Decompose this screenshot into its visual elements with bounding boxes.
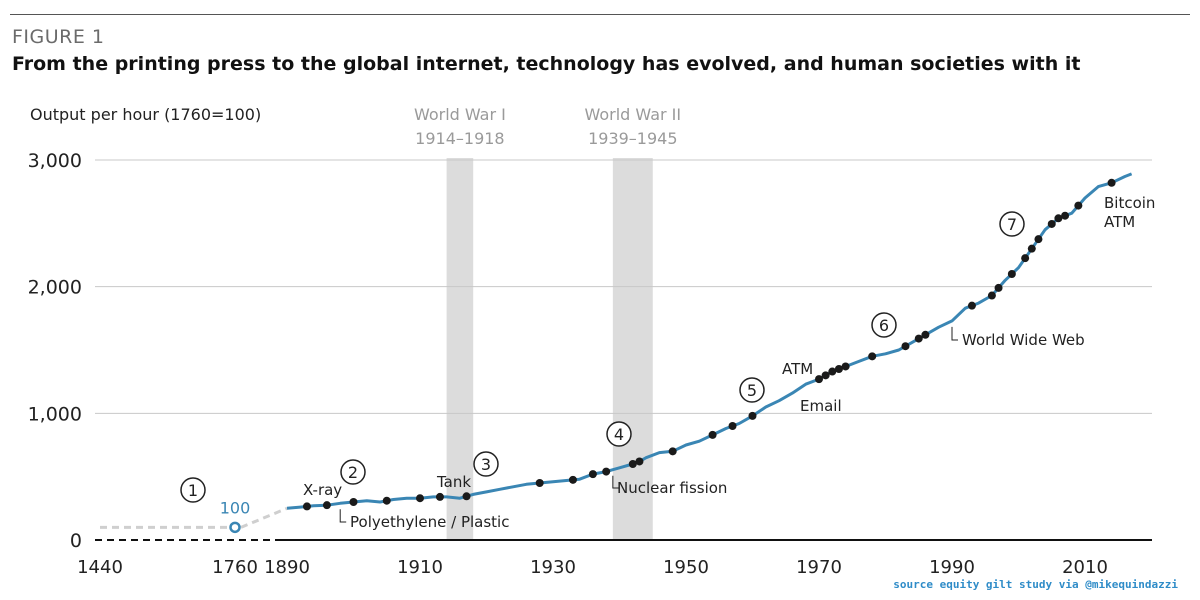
figure-label: FIGURE 1 <box>12 26 105 48</box>
series-marker <box>568 475 577 484</box>
series-marker <box>868 352 877 361</box>
top-rule <box>10 14 1190 15</box>
series-marker <box>1007 270 1016 278</box>
x-tick-label: 1910 <box>397 557 443 578</box>
figure-title: From the printing press to the global in… <box>12 53 1081 75</box>
series-marker <box>821 371 830 380</box>
war-band-range: 1939–1945 <box>588 129 677 148</box>
annotation-bitcoin-atm: ATM <box>1104 213 1135 231</box>
annotation-bracket <box>612 475 619 489</box>
series-marker <box>349 498 358 506</box>
series-marker <box>535 479 544 487</box>
x-tick-label: 1930 <box>530 557 576 578</box>
point-1760-label: 100 <box>220 498 251 517</box>
series-marker <box>322 501 331 510</box>
series-marker <box>994 283 1003 292</box>
series-marker <box>628 460 637 468</box>
y-tick-label: 1,000 <box>28 403 82 425</box>
x-tick-label: 1990 <box>929 557 975 578</box>
x-tick-label: 1950 <box>663 557 709 578</box>
series-marker <box>635 457 644 466</box>
x-tick-label: 1890 <box>264 557 310 578</box>
annotation-bitcoin: Bitcoin <box>1104 194 1155 212</box>
war-band-label: World War II <box>584 105 681 124</box>
y-tick-label: 2,000 <box>28 277 82 299</box>
series-marker <box>302 502 311 511</box>
numbered-marker-label: 6 <box>879 316 889 335</box>
series-marker <box>1061 211 1070 220</box>
series-marker <box>602 467 611 476</box>
series-marker <box>668 447 677 456</box>
series-marker <box>728 422 737 430</box>
numbered-marker-label: 5 <box>747 381 757 400</box>
series-marker <box>708 430 717 439</box>
series-marker <box>967 301 976 310</box>
y-axis-label: Output per hour (1760=100) <box>30 105 261 124</box>
numbered-marker-label: 2 <box>348 463 358 482</box>
pre-series-rise <box>240 506 288 529</box>
numbered-marker-circle <box>180 477 206 503</box>
numbered-marker-label: 4 <box>614 425 624 444</box>
series-marker <box>914 334 923 343</box>
y-tick-label: 0 <box>70 530 82 552</box>
series-marker <box>1047 219 1056 228</box>
numbered-marker-label: 7 <box>1007 215 1017 234</box>
series-marker <box>1107 178 1116 187</box>
war-band-label: World War I <box>414 105 506 124</box>
annotation-polyethylene: Polyethylene / Plastic <box>350 513 509 531</box>
war-band-range: 1914–1918 <box>415 129 504 148</box>
numbered-marker-label: 1 <box>188 481 198 500</box>
point-1760 <box>229 521 241 534</box>
series-marker <box>841 362 850 371</box>
series-marker <box>815 375 823 384</box>
series-marker <box>921 330 930 339</box>
annotation-nuclear-fission: Nuclear fission <box>617 479 727 497</box>
series-marker <box>987 291 996 300</box>
x-tick-label: 1440 <box>77 557 123 578</box>
x-tick-label: 2010 <box>1062 557 1108 578</box>
annotation-bracket <box>339 509 347 523</box>
series-marker <box>834 365 843 373</box>
annotation-email: Email <box>800 397 842 415</box>
annotation-tank: Tank <box>436 473 471 491</box>
series-marker <box>1054 214 1063 223</box>
numbered-marker-label: 3 <box>481 455 491 474</box>
series-marker <box>1034 235 1043 244</box>
series-marker <box>1027 244 1036 253</box>
series-marker <box>416 494 424 503</box>
numbered-marker-circle <box>999 211 1025 237</box>
war-band <box>612 158 653 540</box>
series-marker <box>828 367 837 376</box>
series-marker <box>1021 254 1030 263</box>
y-tick-label: 3,000 <box>28 150 82 172</box>
source-credit: source equity gilt study via @mikequinda… <box>893 578 1178 591</box>
annotation-atm: ATM <box>782 360 813 378</box>
series-marker <box>1074 201 1083 210</box>
annotation-bracket <box>951 326 958 341</box>
x-tick-label: 1970 <box>796 557 842 578</box>
numbered-marker-circle <box>606 421 632 447</box>
war-band <box>446 158 474 540</box>
series-marker <box>435 492 444 501</box>
series-marker <box>462 492 471 501</box>
series-marker <box>748 411 757 420</box>
numbered-marker-circle <box>473 451 499 477</box>
series-marker <box>588 470 597 479</box>
numbered-marker-circle <box>871 312 897 338</box>
x-tick-label: 1760 <box>212 557 258 578</box>
annotation-xray: X-ray <box>303 481 342 499</box>
series-marker <box>901 342 910 351</box>
numbered-marker-circle <box>340 459 366 485</box>
annotation-www: World Wide Web <box>962 331 1085 349</box>
series-marker <box>382 496 391 505</box>
numbered-marker-circle <box>739 377 765 403</box>
